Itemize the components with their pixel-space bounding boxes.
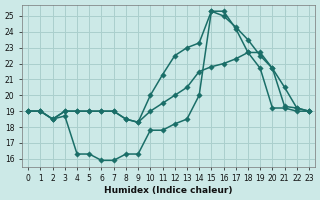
X-axis label: Humidex (Indice chaleur): Humidex (Indice chaleur) [104, 186, 233, 195]
